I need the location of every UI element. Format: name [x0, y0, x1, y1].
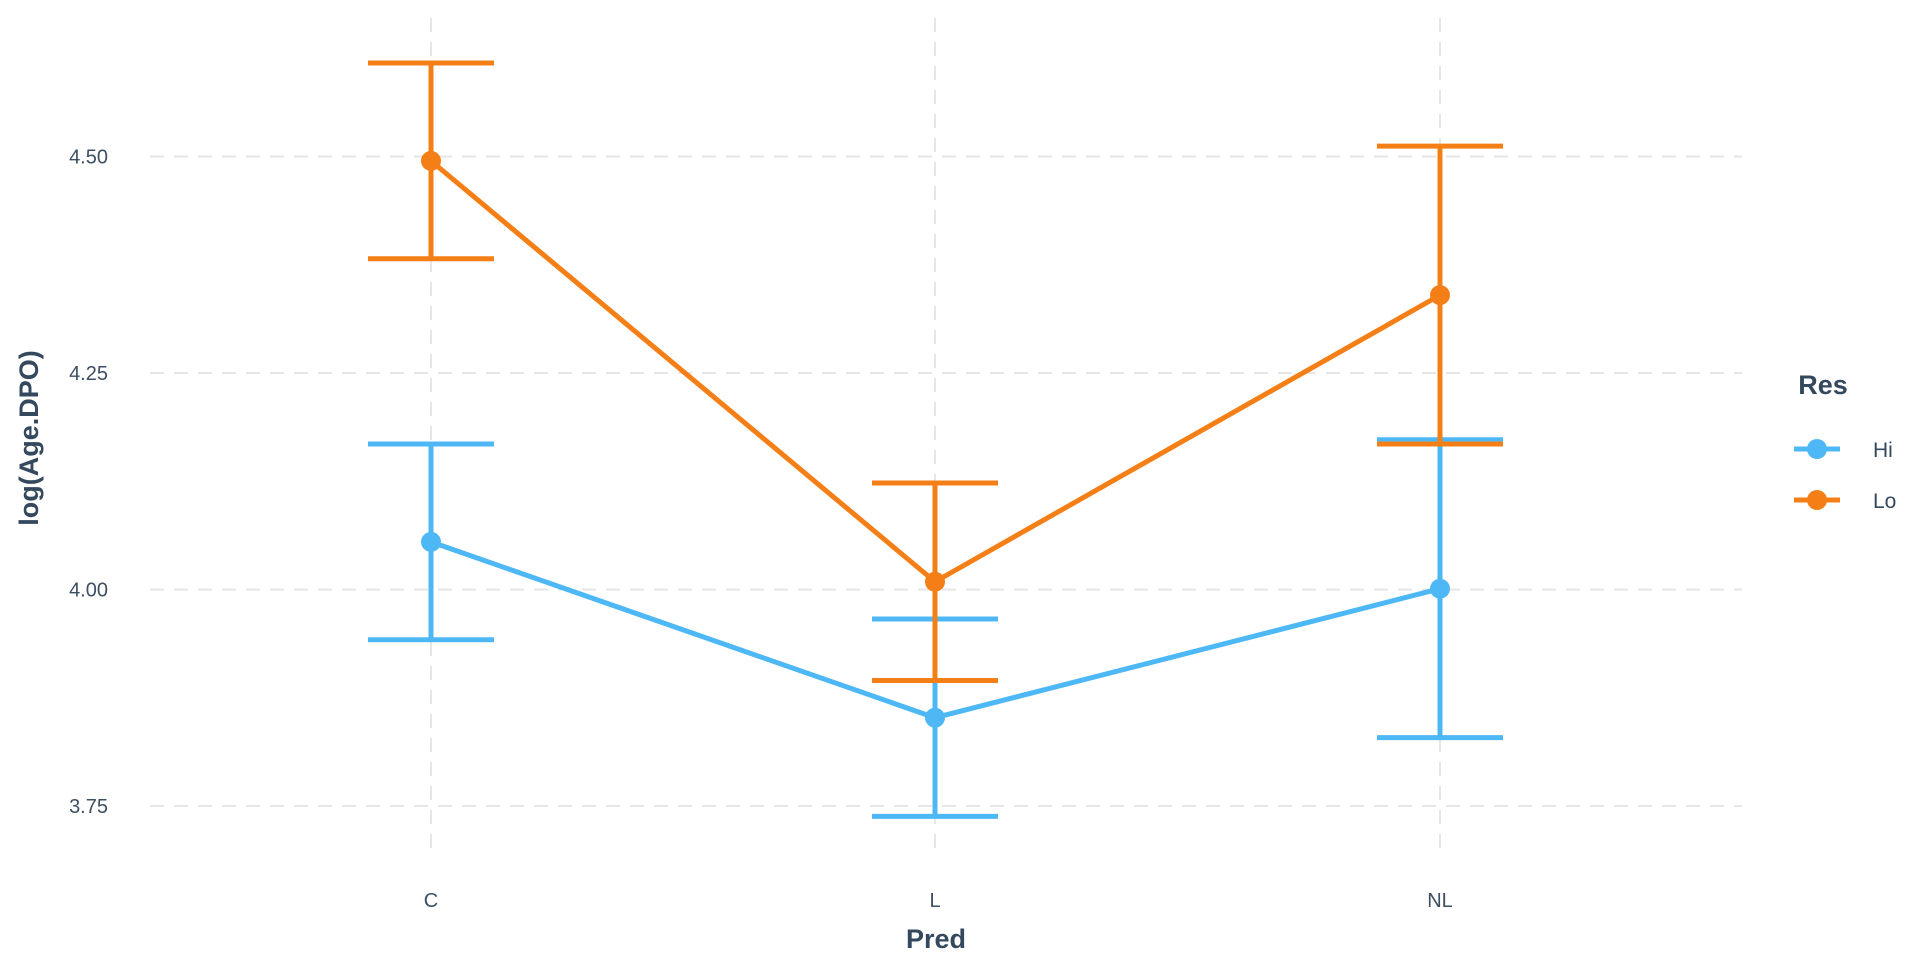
- y-axis-title: log(Age.DPO): [14, 350, 44, 526]
- data-point: [925, 707, 945, 728]
- series-lo: [368, 60, 1503, 683]
- x-tick-label: C: [424, 890, 438, 912]
- grid-lines: [150, 18, 1742, 858]
- x-axis-title: Pred: [906, 924, 966, 954]
- legend-key-point: [1807, 490, 1827, 510]
- y-tick-label: 4.50: [69, 147, 108, 169]
- legend-key-point: [1807, 439, 1827, 459]
- legend-item-lo: Lo: [1794, 490, 1896, 513]
- legend: Res Hi Lo: [1794, 370, 1896, 513]
- legend-item-hi: Hi: [1794, 439, 1893, 462]
- x-axis-ticks: C L NL: [424, 890, 1453, 912]
- legend-title: Res: [1798, 370, 1848, 400]
- legend-label: Hi: [1873, 439, 1893, 462]
- data-point: [421, 150, 441, 171]
- y-tick-label: 4.00: [69, 580, 108, 602]
- y-tick-label: 3.75: [69, 796, 108, 818]
- x-tick-label: NL: [1427, 890, 1453, 912]
- data-point: [421, 531, 441, 552]
- data-point: [925, 571, 945, 592]
- legend-label: Lo: [1873, 490, 1896, 513]
- y-tick-label: 4.25: [69, 363, 108, 385]
- data-point: [1430, 285, 1450, 306]
- x-tick-label: L: [929, 890, 940, 912]
- series-layer: [368, 60, 1503, 819]
- y-axis-ticks: 3.75 4.00 4.25 4.50: [69, 147, 108, 818]
- data-point: [1430, 578, 1450, 599]
